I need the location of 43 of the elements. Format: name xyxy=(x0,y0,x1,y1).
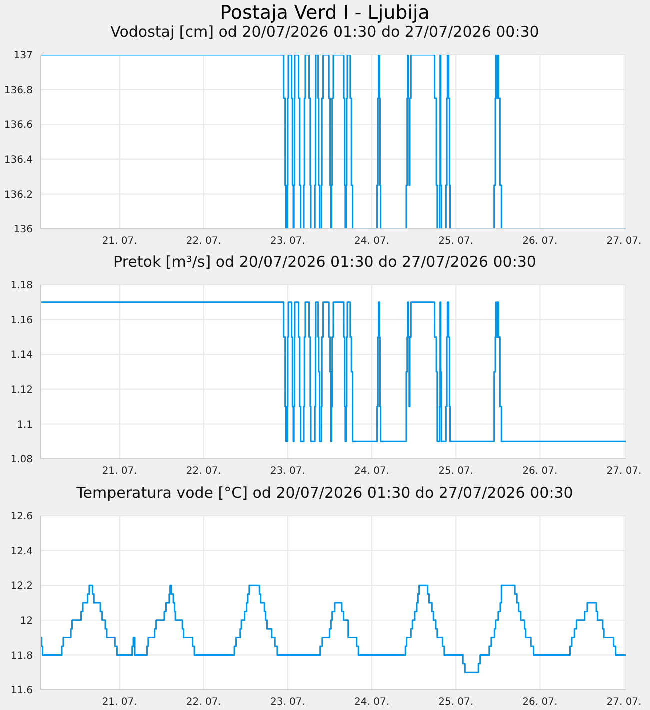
x-tick-label: 22. 07. xyxy=(186,466,222,478)
x-tick-label: 27. 07. xyxy=(606,236,642,248)
x-tick-label: 23. 07. xyxy=(270,697,306,708)
x-tick-label: 27. 07. xyxy=(606,697,642,708)
x-tick-label: 22. 07. xyxy=(186,236,222,248)
x-tick-label: 24. 07. xyxy=(354,697,390,708)
y-tick-label: 12 xyxy=(20,616,33,627)
y-tick-label: 136.8 xyxy=(4,85,33,96)
y-tick-label: 12.4 xyxy=(10,546,33,558)
x-tick-label: 21. 07. xyxy=(102,697,138,708)
x-tick-label: 25. 07. xyxy=(438,466,474,478)
y-tick-label: 1.18 xyxy=(10,280,33,292)
chart-title: Postaja Verd I - Ljubija xyxy=(219,2,431,24)
y-tick-label: 137 xyxy=(14,50,33,62)
y-tick-label: 1.14 xyxy=(10,350,33,362)
x-tick-label: 23. 07. xyxy=(270,236,306,248)
y-tick-label: 136.2 xyxy=(4,190,33,201)
chart-subtitle: Vodostaj [cm] od 20/07/2026 01:30 do 27/07/2026 00:30 xyxy=(110,23,540,43)
y-tick-label: 136.4 xyxy=(4,154,33,166)
x-tick-label: 21. 07. xyxy=(102,236,138,248)
y-tick-label: 1.1 xyxy=(17,420,33,431)
x-tick-label: 21. 07. xyxy=(102,466,138,478)
chart-subtitle: Temperatura vode [°C] od 20/07/2026 01:30 do 27/07/2026 00:30 xyxy=(76,483,574,504)
x-tick-label: 26. 07. xyxy=(522,466,558,478)
x-tick-label: 22. 07. xyxy=(186,697,222,708)
x-tick-label: 27. 07. xyxy=(606,466,642,478)
y-tick-label: 1.08 xyxy=(10,454,33,466)
y-tick-label: 136 xyxy=(14,224,33,236)
x-tick-label: 25. 07. xyxy=(438,236,474,248)
y-tick-label: 136.6 xyxy=(4,120,33,132)
y-tick-label: 1.12 xyxy=(10,384,33,396)
x-tick-label: 23. 07. xyxy=(270,466,306,478)
x-tick-label: 26. 07. xyxy=(522,697,558,708)
y-tick-label: 12.2 xyxy=(10,581,33,592)
x-tick-label: 25. 07. xyxy=(438,697,474,708)
x-tick-label: 24. 07. xyxy=(354,466,390,478)
x-tick-label: 24. 07. xyxy=(354,236,390,248)
y-tick-label: 12.6 xyxy=(10,512,33,523)
y-tick-label: 1.16 xyxy=(10,315,33,326)
x-tick-label: 26. 07. xyxy=(522,236,558,248)
chart-subtitle: Pretok [m³/s] od 20/07/2026 01:30 do 27/07/2026 00:30 xyxy=(112,252,538,273)
y-tick-label: 11.6 xyxy=(10,686,33,697)
y-tick-label: 11.8 xyxy=(10,650,33,662)
